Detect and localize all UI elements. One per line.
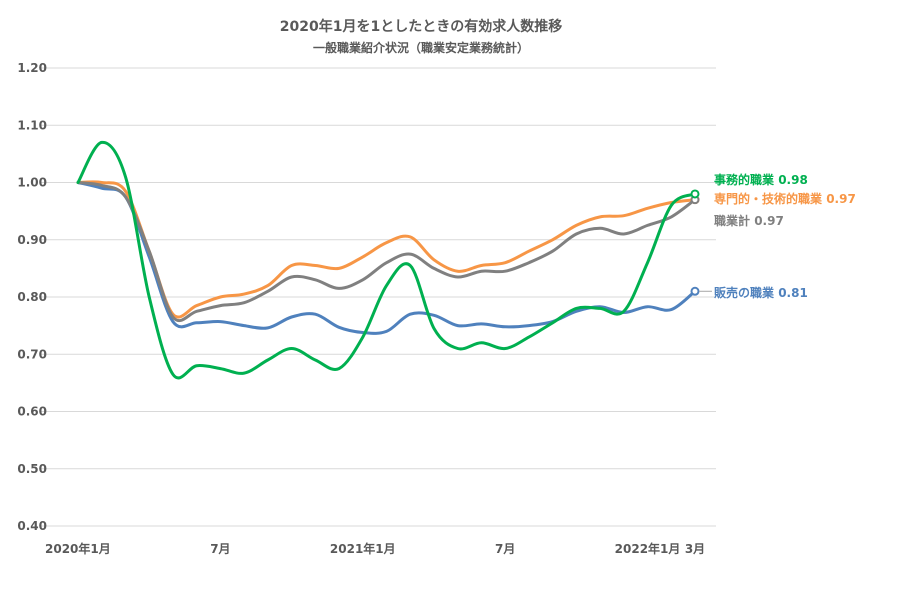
series-end-value: 0.98 [774, 173, 808, 187]
series-end-label: 事務的職業 0.98 [714, 172, 808, 187]
x-tick-label: 7月 [495, 542, 515, 556]
x-tick-label: 2022年1月 [615, 541, 681, 556]
series-end-value: 0.97 [822, 192, 856, 206]
series-line [76, 181, 697, 323]
x-tick-label: 3月 [685, 542, 705, 556]
x-axis-tick-labels: 2020年1月 7月 2021年1月 7月 2022年1月 3月 [45, 541, 705, 556]
series-name: 事務的職業 [714, 172, 775, 187]
series-end-label: 専門的・技術的職業 0.97 [714, 191, 856, 206]
y-tick-label: 1.10 [17, 118, 47, 132]
x-tick-label: 7月 [210, 542, 230, 556]
series-end-marker [690, 189, 700, 199]
x-tick-label: 2020年1月 [45, 541, 111, 556]
series-name: 専門的・技術的職業 [714, 191, 823, 206]
x-tick-label: 2021年1月 [330, 541, 396, 556]
chart-subtitle: 一般職業紹介状況（職業安定業務統計） [313, 40, 529, 55]
y-tick-label: 0.40 [17, 519, 47, 533]
y-tick-label: 0.70 [17, 347, 47, 361]
series-name: 販売の職業 [714, 285, 775, 300]
series-lines [76, 140, 700, 380]
y-tick-label: 0.60 [17, 405, 47, 419]
series-line [76, 180, 697, 319]
series-end-value: 0.97 [750, 214, 784, 228]
series-name: 職業計 [714, 213, 750, 228]
y-tick-label: 0.90 [17, 233, 47, 247]
y-tick-label: 0.80 [17, 290, 47, 304]
y-tick-label: 1.20 [17, 61, 47, 75]
y-tick-label: 0.50 [17, 462, 47, 476]
series-end-label: 販売の職業 0.81 [714, 285, 808, 300]
series-end-marker [690, 286, 700, 296]
series-line [76, 140, 697, 380]
series-end-value: 0.81 [774, 286, 808, 300]
y-tick-label: 1.00 [17, 176, 47, 190]
y-gridlines [40, 67, 716, 527]
chart-title: 2020年1月を1としたときの有効求人数推移 [280, 18, 562, 35]
y-axis-tick-labels: 0.40 0.50 0.60 0.70 0.80 0.90 1.00 1.10 1.20 [17, 61, 47, 533]
series-end-label: 職業計 0.97 [714, 213, 784, 228]
